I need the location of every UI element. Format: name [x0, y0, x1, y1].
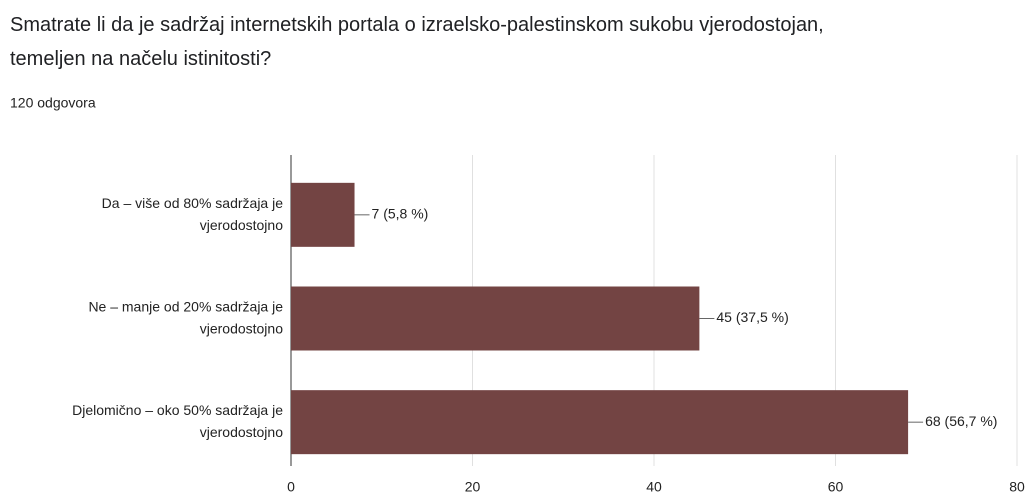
chart-title: Smatrate li da je sadržaj internetskih p…: [10, 14, 824, 70]
value-label: 45 (37,5 %): [716, 309, 788, 325]
x-tick-label: 40: [646, 479, 662, 495]
y-tick-label: Da – više od 80% sadržaja je vjerodostojn…: [102, 195, 284, 233]
bar: [291, 286, 700, 351]
value-label: 7 (5,8 %): [372, 206, 429, 222]
x-tick-label: 0: [287, 479, 295, 495]
value-label: 68 (56,7 %): [925, 413, 997, 429]
x-tick-label: 80: [1009, 479, 1025, 495]
bar: [291, 390, 909, 455]
x-tick-label: 60: [828, 479, 844, 495]
subtitle: 120 odgovora: [10, 95, 96, 111]
x-tick-label: 20: [465, 479, 481, 495]
title-box: Smatrate li da je sadržaj internetskih p…: [10, 14, 824, 70]
bar: [291, 182, 355, 247]
y-tick-label: Djelomično – oko 50% sadržaja je vjerodos…: [72, 402, 283, 440]
y-tick-label: Ne – manje od 20% sadržaja je vjerodostoj…: [88, 298, 283, 336]
